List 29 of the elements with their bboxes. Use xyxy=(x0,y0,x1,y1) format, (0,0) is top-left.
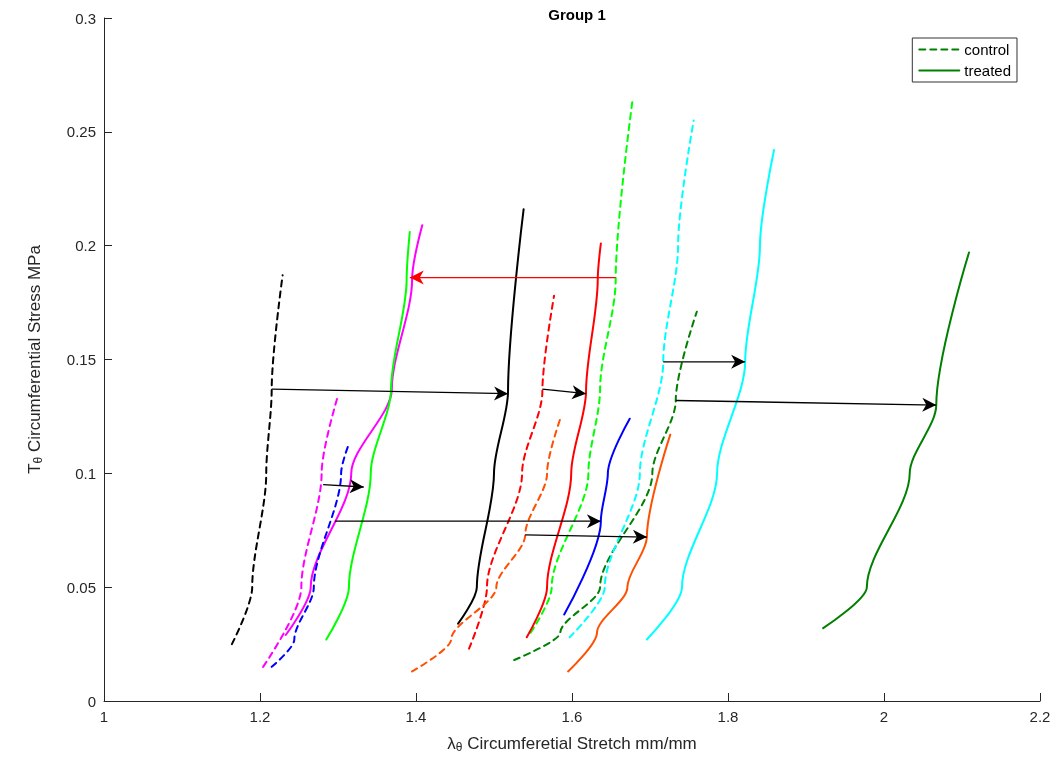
line-series xyxy=(525,242,602,639)
x-tick-label: 1.6 xyxy=(561,708,583,725)
line-series xyxy=(645,149,776,641)
x-tick-label: 1 xyxy=(99,708,109,725)
y-tick-label: 0.25 xyxy=(66,123,96,141)
x-tick-label: 2 xyxy=(879,708,889,725)
y-tick-label: 0.2 xyxy=(75,237,96,255)
x-tick-label: 1.4 xyxy=(405,708,427,725)
legend-label: treated xyxy=(964,62,1011,79)
line-series xyxy=(513,310,698,662)
line-series xyxy=(325,231,411,641)
line-series xyxy=(563,417,631,616)
y-tick-label: 0.3 xyxy=(75,9,96,27)
line-series xyxy=(468,294,556,650)
chart-title: Group 1 xyxy=(548,6,606,23)
y-axis-title: Tθ Circumferential Stress MPa xyxy=(24,244,45,474)
y-tick-label: 0.1 xyxy=(75,464,96,482)
legend-label: control xyxy=(964,41,1010,58)
line-series xyxy=(230,274,284,646)
line-series xyxy=(822,251,971,630)
x-tick-label: 1.8 xyxy=(717,708,739,725)
line-series xyxy=(568,119,695,639)
line-series xyxy=(457,208,525,625)
x-tick-label: 2.2 xyxy=(1029,708,1051,725)
y-tick-label: 0.15 xyxy=(66,351,96,368)
x-tick-label: 1.2 xyxy=(249,708,271,725)
line-series xyxy=(567,433,672,673)
y-tick-label: 0.05 xyxy=(66,578,96,596)
y-tick-label: 0 xyxy=(87,692,96,710)
